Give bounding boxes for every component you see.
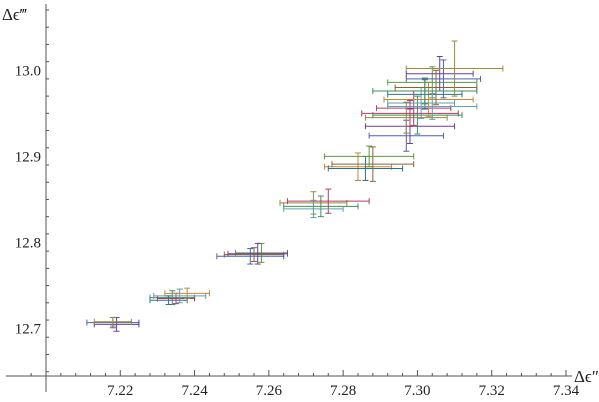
data-points — [86, 40, 504, 332]
data-point — [93, 316, 140, 332]
data-point — [331, 146, 415, 182]
y-tick-label: 12.7 — [15, 322, 42, 338]
x-tick-label: 7.24 — [181, 383, 208, 399]
data-point — [394, 69, 478, 106]
y-ticks: 12.7 12.8 12.9 13.0 — [15, 9, 49, 373]
data-point — [327, 155, 404, 182]
y-axis-label: Δϵ‴ — [2, 5, 27, 24]
data-point — [164, 287, 210, 299]
x-tick-label: 7.28 — [330, 383, 356, 399]
data-point — [286, 188, 370, 214]
x-axis-label: Δϵ″ — [574, 367, 599, 386]
x-tick-label: 7.34 — [553, 383, 580, 399]
data-point — [283, 195, 359, 218]
data-point — [387, 87, 456, 120]
x-ticks: 7.22 7.24 7.26 7.28 7.30 7.32 7.34 — [30, 370, 580, 399]
axes — [6, 4, 572, 392]
data-point — [93, 316, 132, 327]
data-point — [234, 242, 288, 263]
data-point — [216, 248, 285, 265]
y-tick-label: 12.9 — [15, 149, 41, 165]
data-point — [153, 288, 207, 304]
data-point — [372, 77, 478, 105]
x-tick-label: 7.22 — [107, 383, 133, 399]
data-point — [149, 290, 196, 306]
x-tick-label: 7.30 — [404, 383, 430, 399]
data-point — [149, 295, 188, 306]
data-point — [387, 93, 478, 120]
x-tick-label: 7.26 — [256, 383, 283, 399]
data-point — [283, 199, 344, 219]
data-point — [324, 152, 392, 182]
data-point — [324, 145, 415, 168]
data-point — [361, 99, 459, 127]
data-point — [223, 247, 285, 262]
data-point — [405, 59, 482, 99]
data-point — [405, 40, 504, 97]
data-point — [227, 242, 288, 265]
data-point — [405, 56, 474, 92]
x-tick-label: 7.32 — [479, 383, 505, 399]
data-point — [372, 95, 463, 135]
data-point — [364, 101, 448, 134]
y-tick-label: 12.8 — [15, 236, 41, 252]
y-tick-label: 13.0 — [15, 63, 41, 79]
